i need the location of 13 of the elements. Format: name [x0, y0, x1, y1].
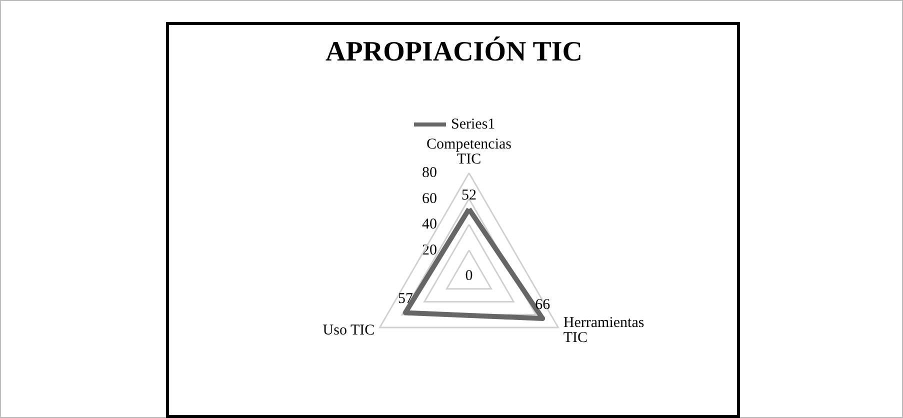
data-label: 52 — [462, 188, 476, 204]
y-tick-label: 80 — [422, 165, 437, 181]
chart-title: APROPIACIÓN TIC — [326, 36, 582, 68]
spoke-label: Competencias TIC — [426, 136, 512, 168]
legend-label: Series1 — [451, 116, 496, 132]
y-tick-label: 40 — [422, 216, 437, 232]
data-label: 57 — [398, 291, 414, 308]
y-tick-label: 20 — [422, 242, 437, 258]
y-tick-label: 60 — [422, 190, 437, 207]
data-label: 66 — [535, 296, 551, 313]
spoke-label: Herramientas TIC — [563, 315, 644, 346]
spoke-label: Uso TIC — [322, 322, 375, 338]
y-tick-label: 0 — [465, 268, 473, 284]
